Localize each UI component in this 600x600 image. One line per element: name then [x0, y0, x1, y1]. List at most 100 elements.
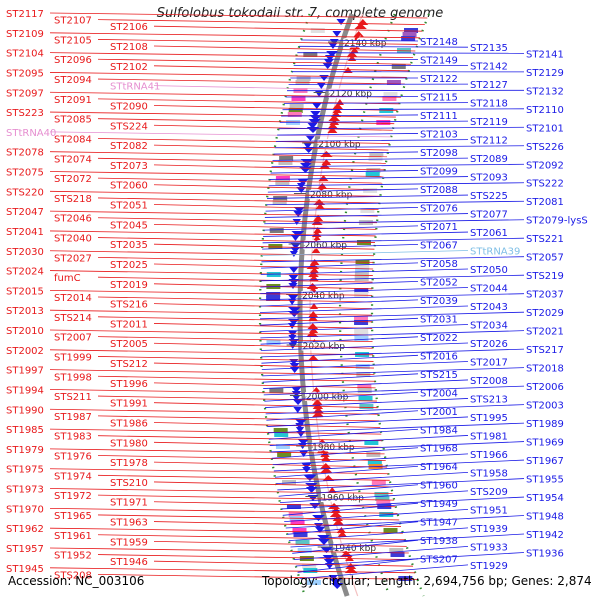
leader-line: [274, 145, 525, 149]
feature-category-box: [293, 532, 308, 537]
feature-category-box: [355, 268, 370, 273]
gene-label: ST2027: [54, 253, 92, 264]
feature-category-box: [360, 208, 375, 213]
gene-label: ST1936: [526, 549, 564, 560]
gene-label: ST1969: [526, 438, 564, 449]
gene-label: ST2096: [54, 55, 92, 66]
gene-label: ST1958: [470, 468, 508, 479]
gene-label: ST1945: [6, 564, 44, 575]
gene-label: STS210: [110, 478, 148, 489]
leader-line: [97, 356, 374, 362]
gene-label: ST2091: [54, 95, 92, 106]
forward-gene-arrow: [337, 531, 348, 537]
leader-line: [264, 219, 525, 225]
leader-line: [260, 280, 419, 288]
gene-label: ST1996: [110, 379, 148, 390]
leader-line: [259, 305, 469, 313]
feature-category-box: [277, 452, 292, 457]
leader-line: [49, 250, 374, 257]
forward-gene-arrow: [306, 291, 319, 297]
forward-gene-arrow: [318, 175, 329, 181]
gene-label: ST1959: [110, 537, 148, 548]
gene-label: ST1960: [420, 481, 458, 492]
gene-label: ST2019: [110, 280, 148, 291]
forward-gene-arrow: [349, 43, 361, 49]
leader-line: [260, 324, 469, 332]
leader-line: [153, 243, 375, 250]
gene-label: ST2029: [526, 308, 564, 319]
leader-line: [261, 250, 469, 256]
forward-gene-arrow: [330, 507, 342, 513]
gene-label: ST2122: [420, 74, 458, 85]
leader-line: [265, 404, 525, 415]
leader-line: [153, 283, 373, 290]
leader-line: [264, 391, 419, 402]
feature-category-box: [357, 388, 372, 393]
leader-line: [279, 120, 469, 123]
feature-category-box: [382, 96, 397, 101]
feature-category-box: [368, 156, 383, 161]
gene-label: ST1978: [110, 458, 148, 469]
gene-label: ST1970: [6, 504, 44, 515]
reverse-gene-arrow: [289, 251, 298, 257]
gene-label: ST2075: [6, 168, 44, 179]
gene-label: STS211: [54, 392, 92, 403]
feature-category-box: [374, 492, 389, 497]
gene-label: ST2040: [54, 234, 92, 245]
gene-label: STtRNA40: [6, 128, 56, 139]
feature-category-box: [286, 504, 301, 509]
gene-label: ST2074: [54, 154, 92, 165]
leader-line: [49, 329, 373, 336]
gene-label: ST2030: [6, 247, 44, 258]
leader-line: [276, 471, 469, 485]
gene-label: ST2119: [470, 117, 508, 128]
reverse-gene-arrow: [309, 115, 323, 121]
reverse-gene-arrow: [297, 439, 310, 445]
reverse-gene-arrow: [288, 299, 297, 305]
leader-line: [297, 52, 525, 54]
gene-label: ST2057: [526, 253, 564, 264]
leader-line: [97, 217, 377, 224]
gene-label: ST2110: [526, 105, 564, 116]
gene-label: ST2115: [420, 92, 458, 103]
leader-line: [265, 206, 419, 212]
feature-category-box: [290, 520, 305, 525]
gene-label: STS215: [420, 370, 458, 381]
gene-label: ST2092: [526, 160, 564, 171]
gene-label: ST2107: [54, 16, 92, 27]
gene-label: ST2084: [54, 134, 92, 145]
feature-category-box: [272, 200, 287, 205]
leader-line: [268, 182, 525, 187]
gene-label: ST1964: [420, 462, 458, 473]
feature-category-box: [273, 428, 288, 433]
leader-line: [49, 111, 396, 118]
leader-line: [263, 379, 469, 389]
gene-label: ST2129: [526, 68, 564, 79]
leader-line: [97, 118, 395, 125]
reverse-gene-arrow: [303, 475, 317, 481]
gene-label: STS224: [110, 121, 148, 132]
gene-label: ST2076: [420, 203, 458, 214]
feature-category-box: [310, 28, 325, 33]
forward-gene-arrow: [317, 183, 328, 189]
feature-category-box: [363, 188, 378, 193]
reverse-gene-arrow: [292, 395, 301, 401]
leader-line: [49, 210, 378, 217]
gene-label: ST1951: [470, 505, 508, 516]
leader-line: [153, 461, 388, 468]
feature-category-box: [355, 264, 370, 269]
gene-label: ST2007: [54, 333, 92, 344]
leader-line: [49, 527, 403, 534]
feature-category-box: [354, 336, 369, 341]
gene-label: ST1967: [526, 456, 564, 467]
gene-label: ST2005: [110, 339, 148, 350]
forward-gene-arrow: [346, 51, 358, 57]
gene-label: ST2109: [6, 29, 44, 40]
gene-label: ST2095: [6, 68, 44, 79]
leader-line: [97, 415, 380, 422]
leader-line: [271, 447, 419, 459]
leader-line: [290, 533, 525, 548]
leader-line: [97, 138, 390, 144]
leader-line: [264, 398, 469, 408]
leader-line: [97, 435, 383, 442]
